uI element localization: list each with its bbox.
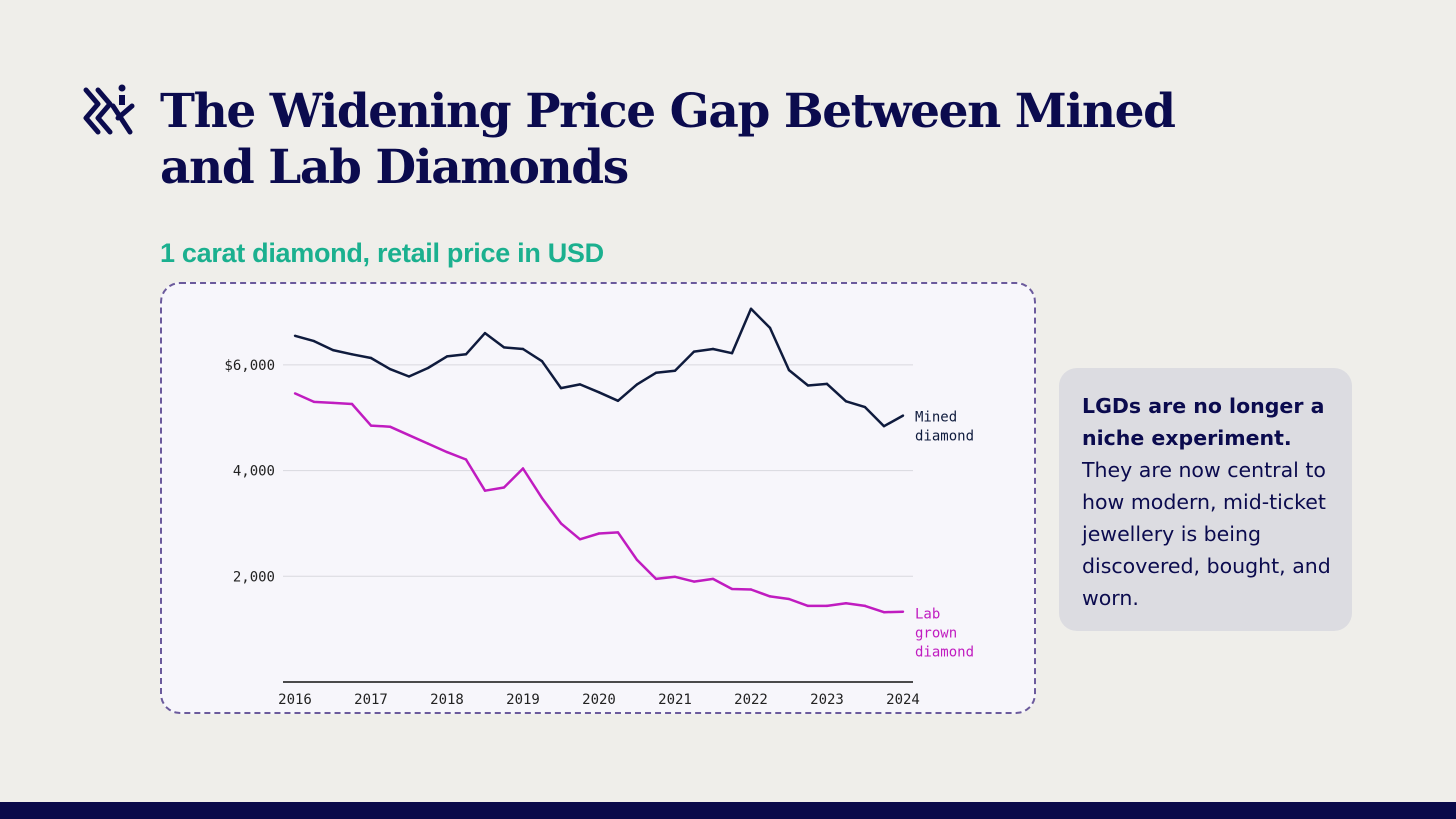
x-tick-label: 2017	[354, 692, 388, 708]
data-point	[825, 382, 829, 386]
data-point	[768, 595, 772, 598]
series-label-1: Mined	[915, 410, 957, 426]
data-point	[711, 347, 715, 351]
data-point	[445, 355, 449, 358]
data-point	[616, 531, 620, 534]
data-point	[293, 334, 297, 337]
data-point	[654, 577, 658, 581]
data-point	[464, 353, 468, 356]
x-tick-label: 2016	[278, 692, 312, 708]
data-point	[787, 368, 791, 372]
data-point	[464, 458, 468, 461]
y-tick-label: 2,000	[233, 569, 275, 585]
data-point	[521, 467, 525, 470]
data-point	[331, 348, 335, 352]
data-point	[768, 326, 772, 330]
chart-container: 2,000 4,000 $6,000 2016 2017 2018 2019 2020 2021…	[160, 282, 1036, 714]
footer-bar	[0, 802, 1456, 819]
data-point	[825, 604, 829, 608]
data-point	[578, 383, 582, 386]
slide-title: The Widening Price Gap Between Mined and…	[160, 84, 1176, 195]
callout-headline: LGDs are no longer a niche experiment.	[1082, 394, 1325, 450]
data-point	[806, 384, 810, 387]
callout-card: LGDs are no longer a niche experiment. T…	[1059, 368, 1352, 631]
data-point	[711, 577, 715, 581]
data-point	[730, 587, 734, 591]
data-point	[635, 558, 639, 562]
data-point	[901, 414, 905, 417]
data-point	[540, 496, 544, 500]
data-point	[331, 401, 335, 405]
data-point	[882, 424, 886, 428]
y-tick-label: $6,000	[224, 358, 275, 374]
data-point	[559, 386, 563, 390]
data-point	[312, 400, 316, 404]
chart-title: 1 carat diamond, retail price in USD	[160, 238, 604, 268]
data-point	[863, 405, 867, 409]
data-point	[635, 383, 639, 386]
data-point	[578, 538, 582, 541]
data-point	[388, 367, 392, 371]
x-tick-label: 2021	[658, 692, 692, 708]
data-point	[407, 375, 411, 378]
data-point	[787, 597, 791, 601]
brand-logo-icon	[83, 84, 135, 135]
series-label-1: diamond	[915, 429, 974, 445]
callout-body: They are now central to how modern, mid-…	[1082, 458, 1331, 610]
x-tick-label: 2019	[506, 692, 540, 708]
series-label-2: diamond	[915, 645, 974, 661]
data-point	[692, 580, 696, 583]
data-point	[426, 442, 430, 445]
series-line-1	[294, 307, 904, 428]
data-point	[616, 399, 620, 402]
series-label-2: Lab	[915, 607, 940, 623]
data-point	[540, 359, 544, 363]
data-point	[483, 331, 487, 335]
data-point	[673, 575, 677, 579]
series-label-2: grown	[915, 626, 957, 642]
data-point	[502, 346, 506, 349]
data-point	[369, 356, 373, 360]
data-point	[844, 602, 848, 605]
data-point	[882, 611, 886, 614]
data-point	[369, 424, 373, 427]
data-point	[445, 450, 449, 454]
data-point	[521, 347, 525, 351]
x-tick-label: 2024	[886, 692, 920, 708]
x-tick-label: 2023	[810, 692, 844, 708]
data-point	[388, 425, 392, 428]
data-point	[559, 522, 563, 525]
data-point	[426, 366, 430, 370]
x-tick-label: 2020	[582, 692, 616, 708]
data-point	[350, 402, 354, 406]
data-point	[863, 604, 867, 608]
data-point	[597, 391, 601, 394]
data-point	[806, 604, 810, 608]
x-tick-label: 2018	[430, 692, 464, 708]
data-point	[844, 400, 848, 403]
data-point	[692, 350, 696, 353]
series-line-2	[294, 392, 904, 614]
data-point	[749, 588, 753, 591]
data-point	[483, 489, 487, 492]
data-point	[597, 532, 601, 535]
data-point	[901, 610, 905, 613]
line-chart: 2,000 4,000 $6,000 2016 2017 2018 2019 2020 2021…	[224, 307, 974, 708]
data-point	[312, 339, 316, 343]
data-point	[293, 392, 297, 395]
data-point	[502, 486, 506, 489]
data-point	[749, 307, 753, 311]
y-tick-label: 4,000	[233, 464, 275, 480]
data-point	[407, 433, 411, 437]
data-point	[673, 369, 677, 372]
x-tick-label: 2022	[734, 692, 768, 708]
data-point	[350, 353, 354, 356]
data-point	[730, 352, 734, 355]
data-point	[654, 371, 658, 374]
